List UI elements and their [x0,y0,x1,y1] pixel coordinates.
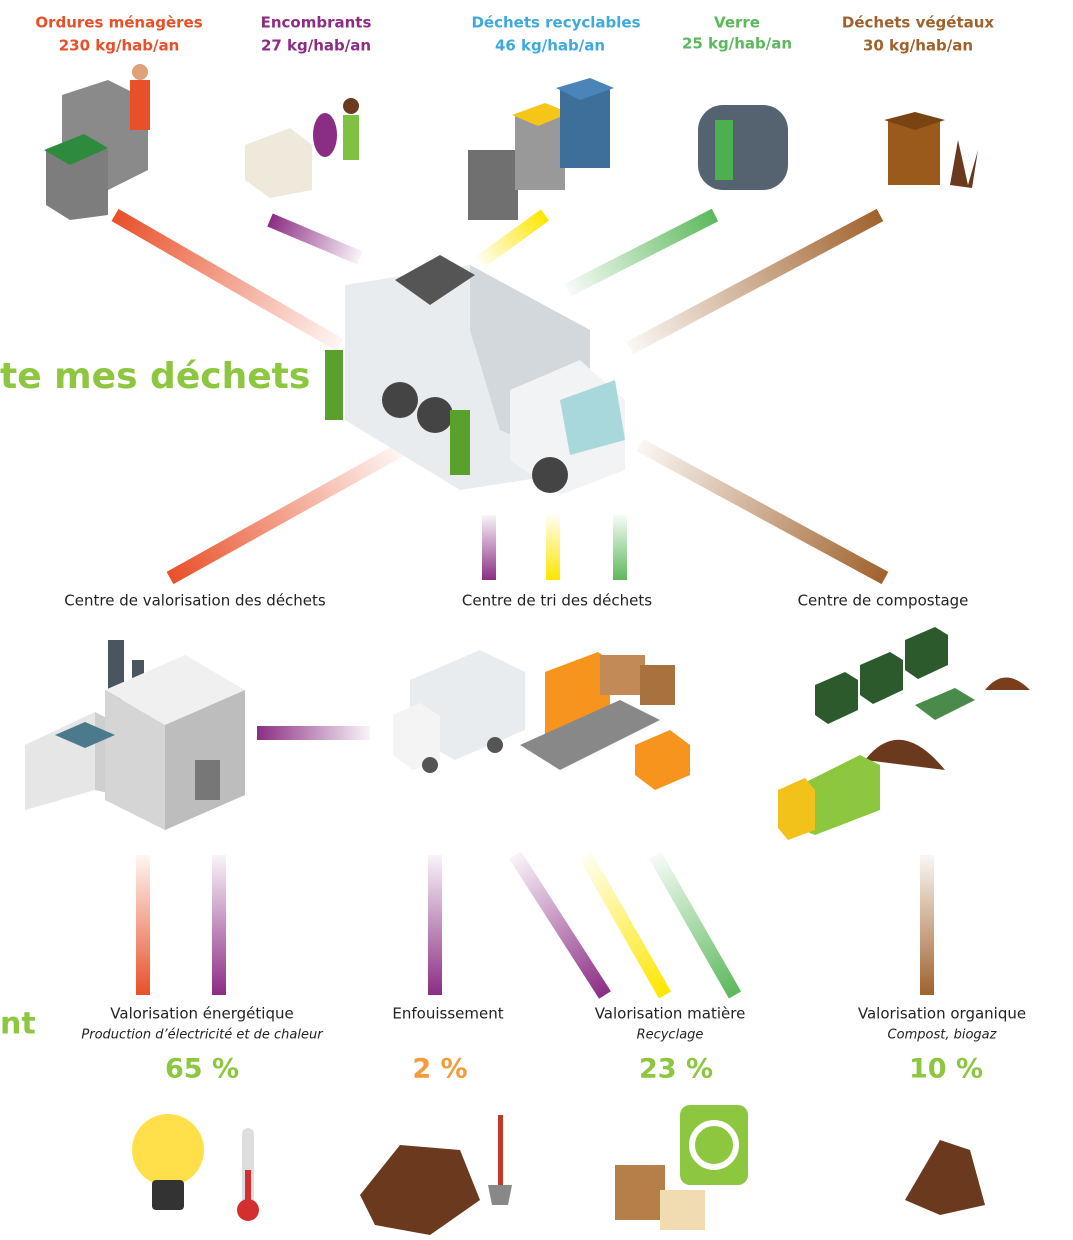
flow-lines [111,208,934,999]
source-amount: 30 kg/hab/an [863,37,973,55]
source-amount: 27 kg/hab/an [261,37,371,55]
source-name: Déchets recyclables [471,14,640,32]
outcome-share: 65 % [165,1054,239,1085]
bulb-thermometer-icon [132,1114,259,1221]
outcome-name: Valorisation matière [595,1005,746,1023]
outcome-name: Valorisation énergétique [110,1005,293,1023]
flow-band [626,208,884,355]
center-label: Centre de valorisation des déchets [64,592,326,610]
sources: Ordures ménagères 230 kg/hab/an Encombra… [35,14,994,55]
flow-band [509,851,611,999]
outcome-share: 2 % [412,1054,467,1085]
flow-band [475,209,550,268]
source-name: Verre [714,14,760,32]
green-waste-illustration [884,112,978,188]
outcome-subtitle: Compost, biogaz [888,1028,998,1043]
flow-band [111,208,344,352]
source-name: Ordures ménagères [35,14,202,32]
flow-band [648,851,742,999]
flow-band [267,213,363,265]
sorting-center-illustration [393,650,690,790]
recycling-icon [615,1105,748,1230]
outcome-name: Enfouissement [392,1005,503,1023]
outcome-subtitle: Recyclage [637,1028,704,1043]
cropped-text: nt [0,1007,36,1042]
flow-band [166,443,404,585]
source-name: Encombrants [261,14,372,32]
composting-center-illustration [778,627,1030,840]
outcome-subtitle: Production d’électricité et de chaleur [81,1028,324,1043]
outcomes: Valorisation énergétique Production d’él… [81,1005,1026,1085]
cropped-title: te mes déchets [0,356,310,397]
flow-band [578,851,672,999]
incineration-plant-illustration [25,640,245,830]
outcome-name: Valorisation organique [858,1005,1026,1023]
link-band [257,726,370,740]
center-label: Centre de tri des déchets [462,592,652,610]
center-label: Centre de compostage [798,592,969,610]
garbage-truck-illustration [325,255,625,495]
outcome-share: 10 % [909,1054,983,1085]
source-amount: 230 kg/hab/an [59,37,180,55]
flow-band [636,438,889,585]
flow-band [564,208,719,297]
source-name: Déchets végétaux [842,14,995,32]
recycling-bins-illustration [468,78,614,220]
furniture-illustration [245,98,359,198]
compost-icon [905,1140,985,1215]
bins-illustration [44,64,150,220]
soil-shovel-icon [360,1115,512,1235]
glass-container-illustration [698,105,788,190]
outcome-share: 23 % [639,1054,713,1085]
source-amount: 46 kg/hab/an [495,37,605,55]
source-amount: 25 kg/hab/an [682,35,792,53]
